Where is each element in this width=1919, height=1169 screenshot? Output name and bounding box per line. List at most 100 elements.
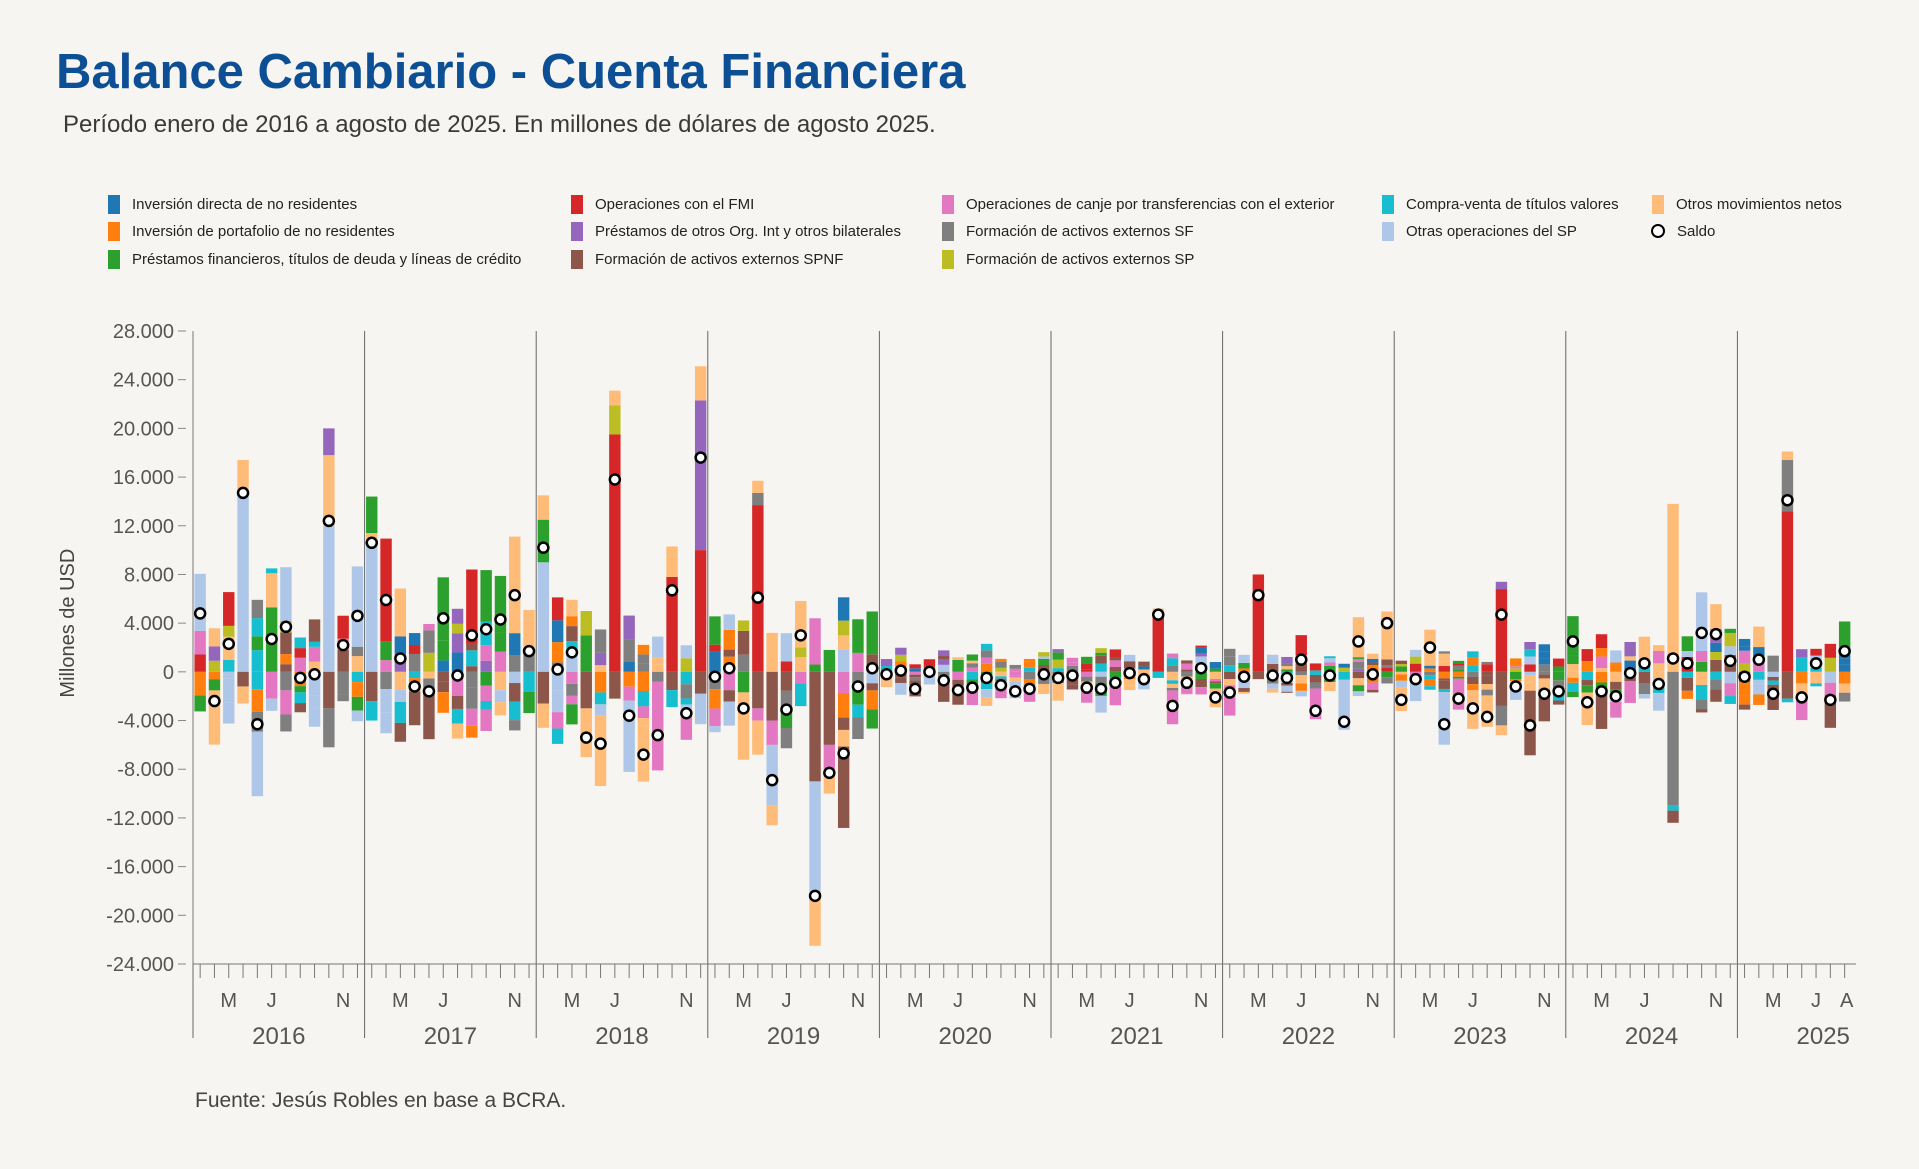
bar-segment [509, 536, 521, 634]
bar-segment [1324, 662, 1336, 666]
bar-segment [1424, 675, 1436, 680]
legend-item: Otras operaciones del SP [1382, 221, 1577, 241]
bar-segment [652, 671, 664, 682]
bar-segment [1367, 689, 1379, 693]
bar-segment [652, 657, 664, 665]
x-year-label: 2025 [1797, 1023, 1850, 1050]
bar-segment [1409, 649, 1422, 657]
x-month-label: N [851, 990, 865, 1012]
bar-segment [1009, 668, 1021, 672]
bar-segment [823, 671, 836, 745]
legend-label: Otras operaciones del SP [1406, 222, 1577, 240]
bar-segment [380, 641, 392, 661]
bar-segment [1738, 650, 1751, 664]
legend-swatch [1382, 221, 1394, 241]
bar-segment [323, 671, 335, 709]
bar-segment [1066, 665, 1079, 672]
bar-segment [1095, 695, 1107, 713]
bar-segment [1238, 668, 1250, 672]
bar-segment [1781, 671, 1794, 699]
legend-label: Compra-venta de títulos valores [1406, 195, 1619, 213]
bar-segment [594, 692, 607, 705]
bar-segment [280, 654, 292, 665]
saldo-marker [1337, 715, 1351, 729]
x-month-label: J [1468, 990, 1478, 1012]
bar-segment [1295, 663, 1307, 672]
bar-segment [1123, 654, 1136, 662]
bar-segment [1123, 661, 1136, 669]
bar-segment [1710, 604, 1722, 630]
bar-segment [1409, 682, 1422, 702]
bar-segment [1095, 655, 1107, 664]
bar-segment [1724, 683, 1736, 688]
bar-segment [251, 731, 264, 797]
bar-segment [623, 615, 635, 640]
y-tick-label: -8.000 [117, 759, 174, 781]
bar-segment [1395, 664, 1408, 667]
bar-segment [1238, 688, 1250, 692]
bar-segment [1753, 671, 1765, 680]
bar-segment [1667, 810, 1679, 823]
bar-segment [451, 671, 464, 696]
legend-swatch [108, 221, 120, 241]
legend-swatch [942, 221, 954, 241]
bar-segment [1467, 665, 1479, 672]
bar-segment [780, 728, 793, 749]
saldo-marker [794, 629, 807, 642]
saldo-marker [351, 609, 364, 623]
bar-segment [966, 684, 979, 706]
bar-segment [1266, 654, 1279, 658]
bar-segment [537, 703, 550, 728]
x-month-label: N [508, 990, 522, 1012]
bar-segment [1524, 641, 1536, 650]
saldo-marker [808, 889, 822, 903]
bar-segment [1352, 671, 1365, 679]
saldo-marker [1152, 608, 1165, 621]
bar-segment [938, 683, 950, 702]
bar-segment [1009, 677, 1021, 682]
bar-segment [1567, 677, 1579, 683]
bar-segment [1567, 655, 1579, 665]
saldo-marker [336, 638, 350, 652]
bar-segment [1109, 686, 1122, 706]
bar-segment [551, 690, 564, 713]
bar-segment [809, 664, 821, 672]
saldo-marker [1509, 680, 1522, 693]
saldo-marker [236, 486, 250, 500]
bar-segment [1352, 658, 1365, 662]
x-month-label: A [1840, 990, 1854, 1012]
bar-segment [1309, 663, 1322, 671]
bar-segment [494, 690, 507, 703]
legend-swatch [108, 194, 120, 214]
bar-segment [208, 660, 221, 672]
bar-segment [394, 636, 407, 654]
bar-segment [1381, 671, 1393, 678]
saldo-marker [1652, 677, 1665, 691]
bar-segment [1753, 694, 1765, 705]
bar-segment [466, 725, 478, 738]
x-month-label: N [336, 990, 350, 1012]
bar-segment [666, 690, 678, 708]
bar-segment [709, 651, 721, 672]
bar-segment [1066, 684, 1079, 690]
bar-segment [1309, 682, 1322, 689]
bar-segment [837, 597, 850, 621]
bar-segment [1467, 684, 1479, 690]
bar-segment [909, 664, 921, 669]
bar-segment [494, 575, 507, 633]
bar-segment [1638, 636, 1651, 649]
saldo-marker [1581, 696, 1594, 709]
bar-segment [1381, 667, 1393, 672]
bar-segment [380, 671, 392, 689]
bar-segment [709, 689, 721, 709]
bar-segment [466, 666, 478, 672]
bar-segment [609, 434, 621, 672]
bar-segment [837, 635, 850, 650]
bar-segment [1710, 679, 1722, 690]
bar-segment [1209, 671, 1222, 679]
bar-segment [1238, 662, 1250, 669]
bar-segment [866, 611, 878, 655]
bar-segment [1838, 683, 1851, 693]
saldo-marker [451, 669, 464, 682]
bar-segment [1081, 676, 1093, 682]
